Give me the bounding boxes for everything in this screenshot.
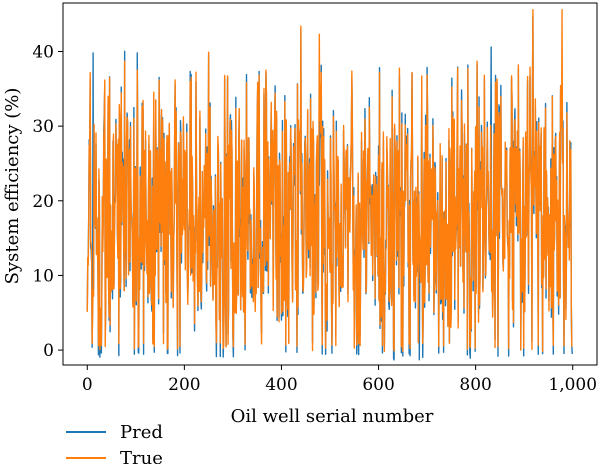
x-tick-label: 0 [82,375,93,395]
legend: Pred True [66,422,163,464]
x-tick-label: 800 [459,375,491,395]
series-line-true [86,9,573,353]
x-tick-label: 1,000 [548,375,597,395]
y-axis-label: System efficiency (%) [2,88,23,285]
x-axis-label: Oil well serial number [231,406,434,427]
legend-label-pred: Pred [120,422,163,443]
x-tick-label: 200 [168,375,200,395]
plot-lines [86,9,573,361]
x-tick-label: 600 [362,375,394,395]
y-tick-label: 0 [43,341,54,361]
y-tick-label: 20 [32,192,54,212]
x-axis: 0 200 400 600 800 1,000 [82,365,597,395]
y-tick-label: 30 [32,117,54,137]
y-tick-label: 10 [32,266,54,286]
x-tick-label: 400 [265,375,297,395]
plot-frame [62,2,598,366]
y-axis: 0 10 20 30 40 [32,43,63,361]
legend-label-true: True [120,448,163,464]
y-tick-label: 40 [32,43,54,63]
